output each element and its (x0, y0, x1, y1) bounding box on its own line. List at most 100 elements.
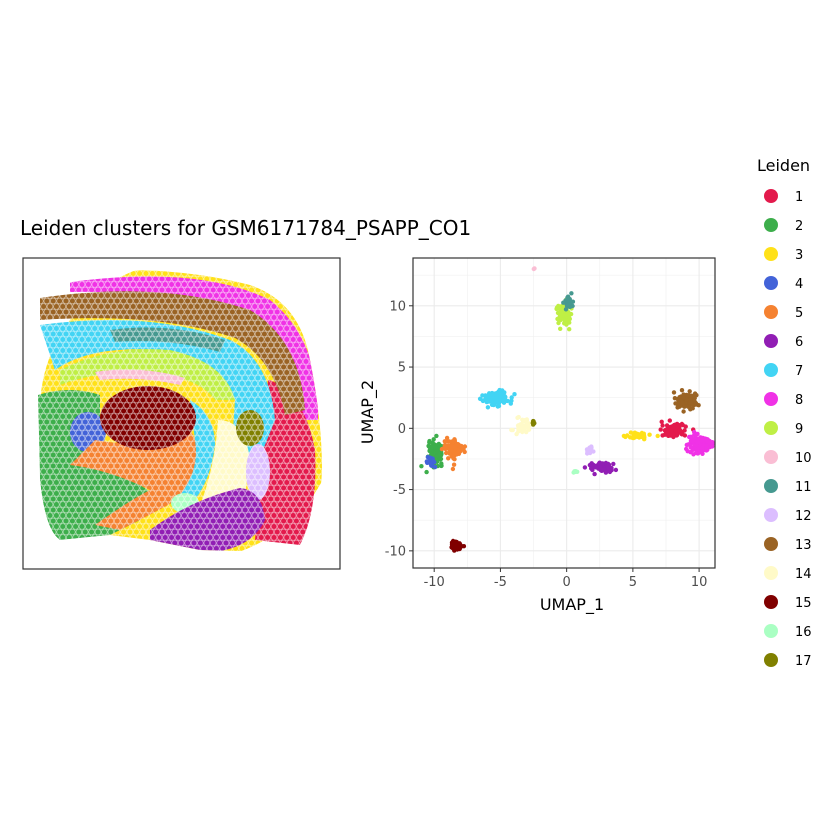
tissue-spot (190, 319, 198, 327)
tissue-spot (216, 385, 223, 393)
tissue-spot (43, 330, 51, 338)
tissue-spot (85, 490, 92, 497)
tissue-spot (216, 429, 223, 437)
tissue-spot (126, 385, 134, 393)
tissue-spot (270, 314, 278, 321)
tissue-spot (225, 446, 233, 453)
tissue-spot (286, 462, 294, 470)
tissue-spot (165, 517, 172, 525)
tissue-spot (59, 402, 67, 409)
tissue-spot (75, 418, 83, 426)
tissue-spot (299, 462, 307, 470)
tissue-spot (152, 528, 159, 536)
tissue-spot (168, 435, 175, 442)
tissue-spot (72, 424, 79, 431)
tissue-spot (158, 352, 166, 360)
tissue-spot (261, 484, 268, 492)
tissue-spot (158, 517, 166, 525)
tissue-spot (267, 319, 275, 327)
tissue-spot (72, 446, 79, 453)
tissue-spot (94, 506, 102, 514)
legend-label: 16 (795, 625, 812, 640)
tissue-spot (171, 429, 179, 437)
umap-point (502, 390, 507, 395)
tissue-spot (136, 303, 143, 310)
tissue-spot (97, 358, 105, 365)
tissue-spot (152, 473, 159, 481)
tissue-spot (72, 468, 79, 475)
legend-label: 4 (795, 277, 803, 292)
tissue-spot (94, 495, 102, 503)
tissue-spot (273, 440, 281, 448)
tissue-spot (219, 501, 227, 508)
tissue-spot (40, 446, 47, 453)
umap-point (567, 320, 572, 325)
tissue-spot (38, 402, 41, 409)
tissue-spot (94, 374, 102, 382)
tissue-spot (181, 512, 188, 519)
tissue-spot (59, 380, 67, 387)
tissue-spot (174, 424, 182, 431)
tissue-spot (49, 385, 57, 393)
tissue-spot (53, 303, 60, 310)
tissue-spot (267, 385, 275, 393)
umap-point (557, 307, 563, 312)
tissue-spot (241, 385, 249, 393)
tissue-spot (85, 314, 92, 321)
tissue-spot (181, 303, 188, 310)
tissue-spot (283, 413, 291, 420)
umap-point (509, 427, 514, 433)
tissue-spot (161, 490, 169, 497)
tissue-spot (219, 413, 227, 420)
umap-point (515, 415, 520, 420)
tissue-spot (203, 297, 211, 305)
tissue-spot (161, 457, 169, 464)
tissue-spot (203, 396, 211, 404)
tissue-spot (171, 407, 179, 415)
tissue-spot (149, 435, 156, 442)
tissue-spot (168, 457, 175, 464)
tissue-spot (149, 292, 156, 299)
tissue-spot (225, 534, 233, 541)
tissue-spot (155, 446, 163, 453)
tissue-spot (72, 281, 79, 288)
tissue-spot (161, 281, 169, 288)
tissue-spot (126, 517, 134, 525)
tissue-spot (302, 468, 310, 475)
tissue-spot (91, 391, 99, 398)
tissue-spot (161, 479, 169, 486)
tissue-spot (222, 352, 230, 360)
tissue-spot (206, 534, 214, 541)
umap-point (592, 471, 597, 477)
tissue-spot (219, 479, 227, 486)
tissue-spot (296, 347, 303, 354)
tissue-spot (177, 374, 185, 382)
tissue-spot (113, 429, 121, 437)
tissue-spot (46, 490, 54, 497)
tissue-spot (257, 446, 265, 453)
tissue-spot (222, 297, 230, 305)
tissue-spot (133, 462, 140, 470)
tissue-spot (206, 479, 214, 486)
tissue-spot (177, 418, 185, 426)
tissue-spot (197, 495, 204, 503)
tissue-spot (129, 457, 137, 464)
tissue-spot (53, 391, 60, 398)
tissue-spot (126, 451, 134, 459)
tissue-spot (229, 418, 236, 426)
tissue-spot (190, 528, 198, 536)
tissue-spot (53, 413, 60, 420)
tissue-spot (97, 512, 105, 519)
tissue-spot (187, 391, 195, 398)
tissue-spot (38, 468, 41, 475)
umap-point (567, 327, 572, 332)
tissue-spot (85, 468, 92, 475)
tissue-spot (38, 418, 44, 426)
tissue-spot (229, 539, 236, 547)
tissue-spot (107, 462, 115, 470)
x-tick-label: 0 (563, 575, 571, 590)
tissue-spot (107, 495, 115, 503)
umap-point (480, 398, 486, 404)
tissue-spot (168, 424, 175, 431)
tissue-spot (91, 446, 99, 453)
